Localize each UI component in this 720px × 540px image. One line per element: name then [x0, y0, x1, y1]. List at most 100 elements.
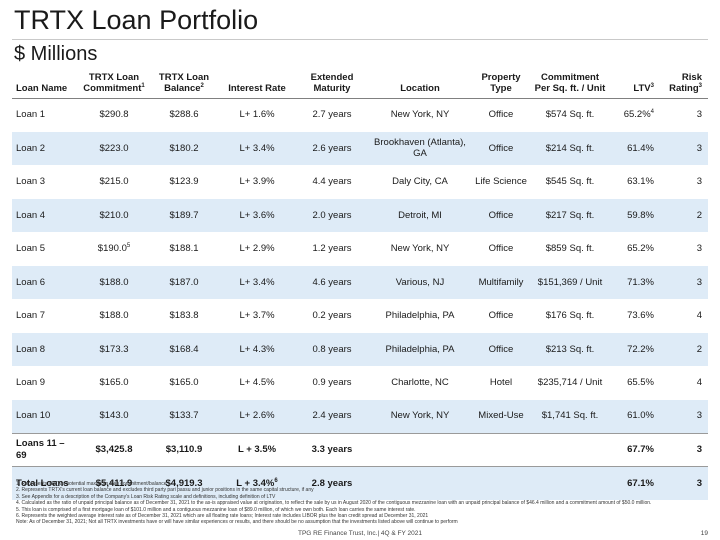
maturity-cell: 2.6 years	[296, 131, 368, 165]
table-row: Loan 8 $173.3 $168.4 L+ 4.3% 0.8 years Philad…	[12, 332, 708, 366]
per-unit-cell: $214 Sq. ft.	[530, 131, 610, 165]
location-cell	[368, 432, 472, 467]
per-unit-cell: $217 Sq. ft.	[530, 198, 610, 232]
footnote: 4. Calculated as the ratio of unpaid pri…	[16, 500, 652, 507]
per-unit-cell: $545 Sq. ft.	[545, 176, 595, 187]
loan-name-cell: Loan 3	[16, 176, 46, 187]
interest-rate-cell: L+ 3.6%	[218, 198, 296, 232]
balance-cell: $187.0	[150, 265, 218, 299]
total-row: Loans 11 – 69 $3,425.8 $3,110.9 L + 3.5% 3.3…	[12, 432, 708, 467]
table-row: Loan 9 $165.0 $165.0 L+ 4.5% 0.9 years Charlo…	[12, 366, 708, 400]
location-cell: New York, NY	[390, 109, 450, 121]
ltv-cell: 65.5%	[627, 377, 654, 388]
property-type-cell: Office	[488, 243, 514, 254]
loan-name-cell: Loan 4	[12, 198, 78, 232]
property-type-cell: Office	[472, 332, 530, 366]
commitment-cell: $210.0	[78, 198, 150, 232]
commitment-cell: $215.0	[99, 176, 129, 187]
interest-rate-cell: L+ 1.6%	[239, 109, 275, 121]
total-row: Total Loans $5,411.9 $4,919.3 L + 3.4%6 2.8 …	[12, 466, 708, 500]
property-type-cell: Multifamily	[472, 265, 530, 299]
risk-rating-cell: 3	[696, 109, 702, 121]
maturity-cell: 1.2 years	[312, 243, 352, 254]
balance-cell: $188.1	[169, 243, 199, 254]
location-cell: Brookhaven (Atlanta), GA	[368, 131, 472, 165]
location-cell: Philadelphia, PA	[385, 310, 455, 321]
balance-cell: $168.4	[150, 332, 218, 366]
ltv-cell: 61.0%	[610, 399, 660, 433]
table-row: Loan 6 $188.0 $187.0 L+ 3.4% 4.6 years Variou…	[12, 265, 708, 299]
ltv-cell: 65.2%	[627, 243, 654, 254]
property-type-cell	[472, 466, 530, 500]
interest-rate-cell: L+ 3.4%	[218, 265, 296, 299]
interest-rate-cell: L+ 2.9%	[239, 243, 275, 254]
risk-rating-cell: 3	[696, 243, 702, 254]
balance-cell: $165.0	[169, 377, 199, 388]
ltv-cell: 71.3%	[610, 265, 660, 299]
page-subtitle: $ Millions	[14, 43, 98, 65]
column-header-commitment: TRTX Loan Commitment1	[78, 60, 150, 99]
commitment-cell: $5,411.9	[78, 466, 150, 500]
interest-rate-cell: L+ 4.3%	[218, 332, 296, 366]
property-type-cell: Office	[472, 131, 530, 165]
balance-cell: $180.2	[150, 131, 218, 165]
loan-name-cell: Loan 7	[16, 310, 46, 321]
maturity-cell: 0.2 years	[312, 310, 352, 321]
page-title: TRTX Loan Portfolio	[14, 5, 259, 35]
table-row: Loan 7 $188.0 $183.8 L+ 3.7% 0.2 years Philad…	[12, 299, 708, 333]
footnote: Note: As of December 31, 2021; Not all T…	[16, 519, 458, 526]
table-row: Loan 3 $215.0 $123.9 L+ 3.9% 4.4 years Daly C…	[12, 165, 708, 199]
balance-cell: $123.9	[169, 176, 199, 187]
loan-portfolio-table: Loan Name TRTX Loan Commitment1 TRTX Loa…	[12, 60, 708, 500]
balance-cell: $288.6	[169, 109, 199, 121]
ltv-cell: 65.2%4	[623, 109, 654, 121]
maturity-cell: 4.4 years	[312, 176, 352, 187]
loan-name-cell: Loan 5	[16, 243, 46, 254]
loan-name-cell: Loan 8	[12, 332, 78, 366]
location-cell: Detroit, MI	[368, 198, 472, 232]
commitment-cell: $223.0	[78, 131, 150, 165]
per-unit-cell: $176 Sq. ft.	[545, 310, 595, 321]
loan-name-cell: Loan 1	[16, 109, 46, 121]
location-cell: New York, NY	[390, 243, 450, 254]
column-header-property-type: Property Type	[472, 60, 530, 99]
column-header-balance: TRTX Loan Balance2	[150, 60, 218, 99]
commitment-cell: $190.05	[97, 242, 131, 254]
column-header-loan-name: Loan Name	[12, 60, 78, 99]
interest-rate-cell: L+ 2.6%	[218, 399, 296, 433]
footnote: 5. This loan is comprised of a first mor…	[16, 506, 416, 513]
commitment-cell: $173.3	[78, 332, 150, 366]
location-cell: New York, NY	[368, 399, 472, 433]
maturity-cell: 2.8 years	[296, 466, 368, 500]
commitment-cell: $188.0	[78, 265, 150, 299]
ltv-cell: 61.4%	[610, 131, 660, 165]
loan-name-cell: Loan 10	[12, 399, 78, 433]
risk-rating-cell: 3	[660, 131, 708, 165]
maturity-cell: 2.7 years	[312, 109, 352, 121]
balance-cell: $4,919.3	[150, 466, 218, 500]
table-row: Loan 1 $290.8 $288.6 L+ 1.6% 2.7 years New Yo…	[12, 98, 708, 132]
interest-rate-cell: L+ 3.4%	[218, 131, 296, 165]
column-header-extended-maturity: Extended Maturity	[296, 60, 368, 99]
page-footer: TPG RE Finance Trust, Inc.| 4Q & FY 2021	[297, 530, 423, 537]
property-type-cell: Office	[488, 310, 514, 321]
table-row: Loan 5 $190.05 $188.1 L+ 2.9% 1.2 years New Y…	[12, 232, 708, 266]
ltv-cell: 72.2%	[610, 332, 660, 366]
per-unit-cell: $235,714 / Unit	[537, 377, 603, 388]
per-unit-cell: $213 Sq. ft.	[530, 332, 610, 366]
location-cell: Daly City, CA	[392, 176, 448, 187]
per-unit-cell	[530, 432, 610, 467]
loan-name-cell: Loan 6	[12, 265, 78, 299]
ltv-cell: 67.7%	[610, 432, 660, 467]
ltv-cell: 73.6%	[627, 310, 654, 321]
page-number: 19	[700, 530, 708, 537]
loan-name-cell: Loan 2	[12, 131, 78, 165]
property-type-cell	[472, 432, 530, 467]
location-cell: Philadelphia, PA	[368, 332, 472, 366]
balance-cell: $183.8	[169, 310, 199, 321]
loan-name-cell: Total Loans	[12, 466, 78, 500]
commitment-cell: $143.0	[78, 399, 150, 433]
per-unit-cell	[530, 466, 610, 500]
risk-rating-cell: 3	[660, 466, 708, 500]
commitment-cell: $188.0	[99, 310, 129, 321]
